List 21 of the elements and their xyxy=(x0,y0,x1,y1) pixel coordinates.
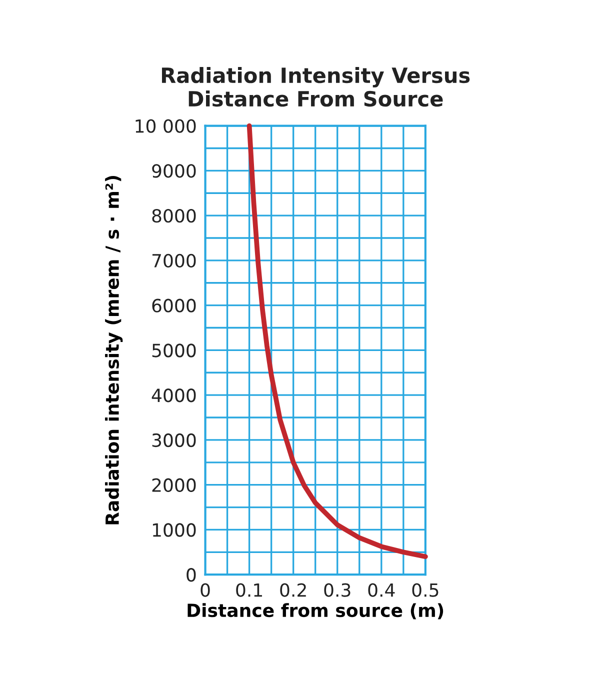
y-tick-label: 7000 xyxy=(152,254,196,268)
y-tick-label: 5000 xyxy=(152,344,196,358)
x-tick-label: 0.1 xyxy=(236,583,262,597)
y-tick-label: 8000 xyxy=(152,209,196,223)
y-tick-label: 10 000 xyxy=(136,119,196,133)
x-tick-label: 0.3 xyxy=(324,583,350,597)
x-tick-label: 0 xyxy=(200,583,210,597)
chart-title: Radiation Intensity Versus Distance From Source xyxy=(162,67,470,107)
x-tick-label: 0.4 xyxy=(368,583,395,597)
y-tick-label: 1000 xyxy=(152,523,196,537)
y-tick-label: 9000 xyxy=(152,164,196,178)
y-tick-label: 4000 xyxy=(152,388,196,402)
line-series xyxy=(246,123,428,560)
x-tick-label: 0.2 xyxy=(280,583,306,597)
x-tick-label: 0.5 xyxy=(412,583,438,597)
x-axis-title: Distance from source (m) xyxy=(188,603,444,620)
y-tick-label: 0 xyxy=(186,568,196,582)
y-tick-label: 2000 xyxy=(152,478,196,492)
y-axis-title: Radiation intensity (mrem / s · m²) xyxy=(105,176,123,524)
y-tick-label: 6000 xyxy=(152,298,196,312)
y-tick-label: 3000 xyxy=(152,433,196,448)
